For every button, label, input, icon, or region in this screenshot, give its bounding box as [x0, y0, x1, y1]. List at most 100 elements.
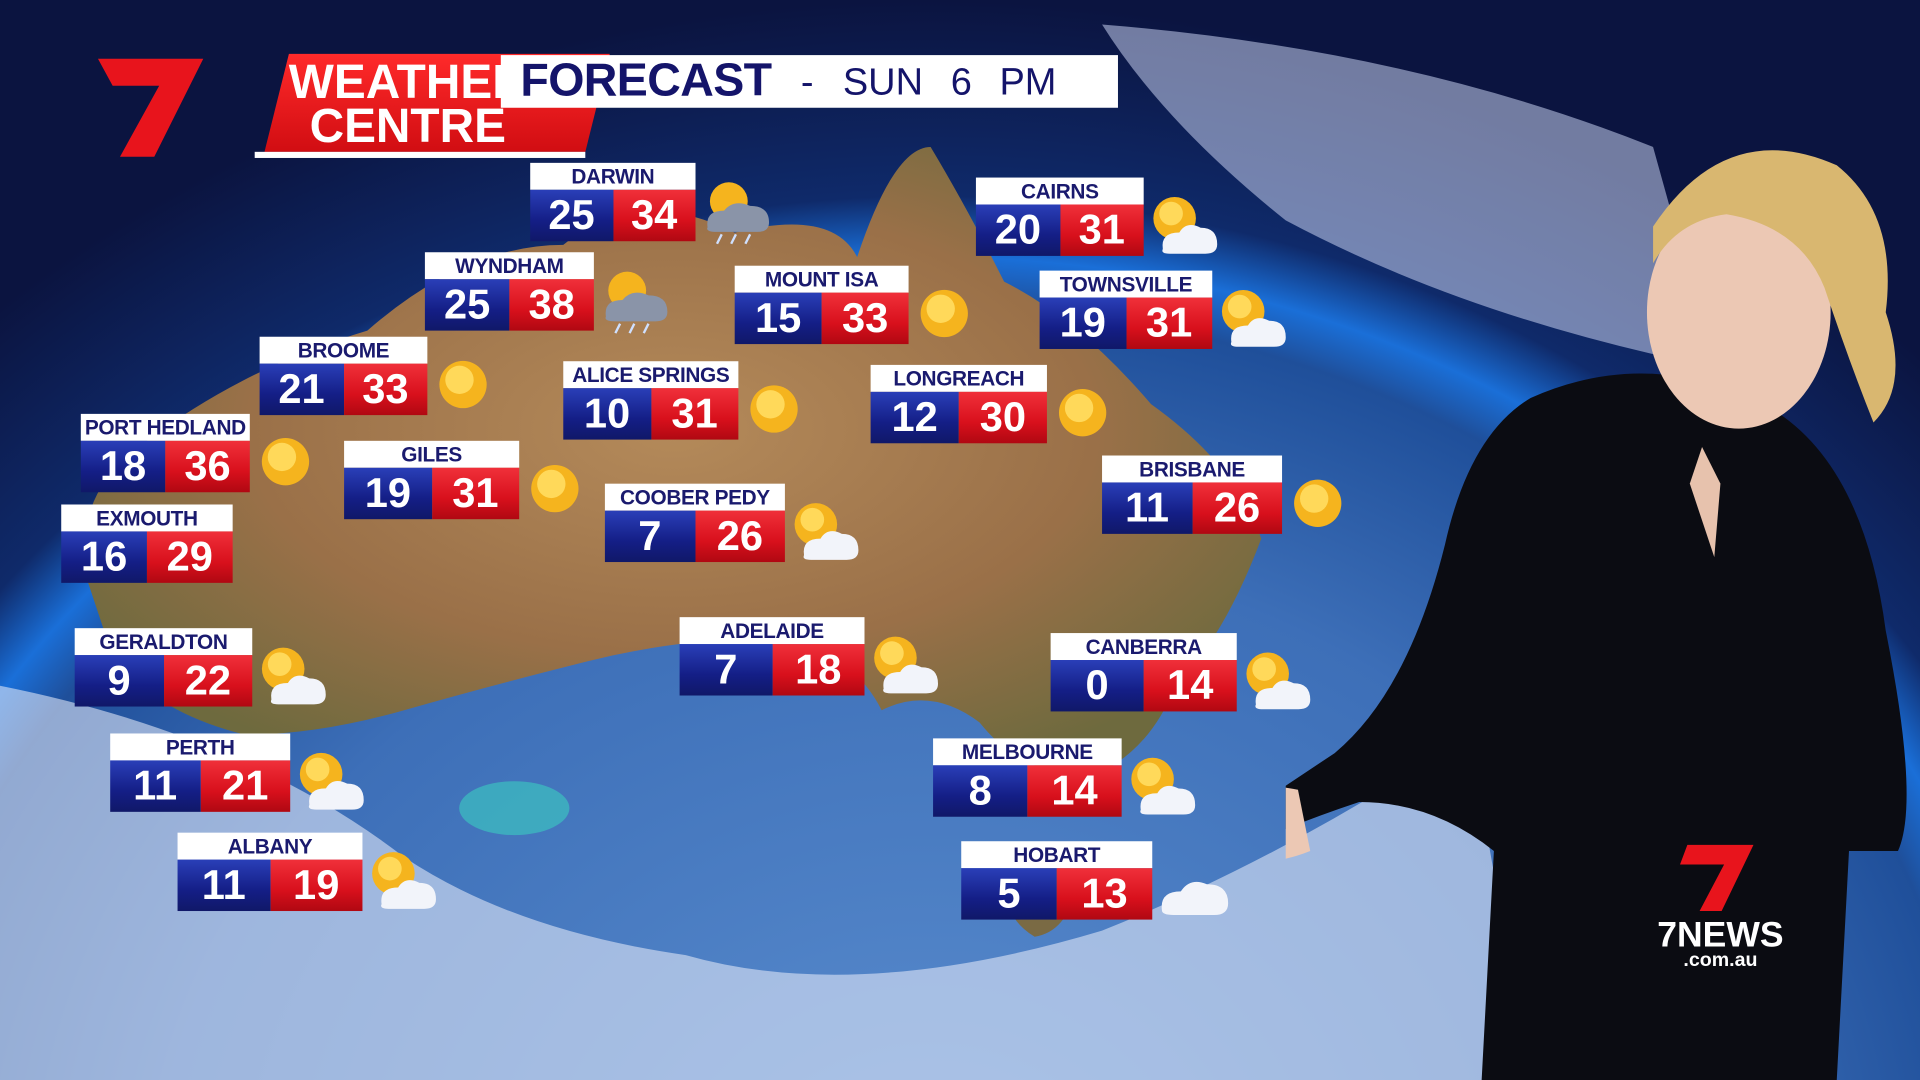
city-name: MOUNT ISA — [734, 265, 909, 293]
min-temp: 5 — [961, 868, 1057, 920]
min-temp: 11 — [177, 859, 271, 912]
city-name: MELBOURNE — [933, 738, 1122, 766]
city-name: CAIRNS — [975, 177, 1144, 205]
min-temp: 25 — [424, 279, 510, 331]
max-temp: 13 — [1056, 868, 1153, 920]
min-temp: 19 — [344, 467, 432, 520]
australia-landmass — [83, 146, 1262, 774]
logo-line1: WEATHER — [288, 56, 527, 109]
sun-icon — [750, 385, 798, 433]
sun-cloud-icon — [299, 752, 364, 810]
min-temp: 0 — [1050, 660, 1144, 712]
city-name: DARWIN — [530, 162, 696, 190]
max-temp: 31 — [431, 467, 520, 520]
city-hobart: HOBART 5 13 — [961, 841, 1153, 920]
header-separator: - — [800, 59, 814, 103]
city-name: BROOME — [259, 336, 428, 364]
max-temp: 14 — [1143, 660, 1237, 712]
sun-icon — [531, 464, 579, 513]
city-albany: ALBANY 11 19 — [177, 832, 363, 912]
city-perth: PERTH 11 21 — [110, 733, 291, 812]
max-temp: 36 — [165, 440, 250, 493]
city-name: ADELAIDE — [679, 617, 865, 645]
city-name: ALICE SPRINGS — [563, 361, 739, 389]
city-name: TOWNSVILLE — [1039, 270, 1213, 298]
city-name: PORT HEDLAND — [80, 413, 250, 441]
city-brisbane: BRISBANE 11 26 — [1102, 455, 1283, 534]
seven-news-icon — [1680, 844, 1754, 912]
city-mount-isa: MOUNT ISA 15 33 — [734, 265, 909, 345]
max-temp: 33 — [821, 292, 909, 345]
max-temp: 29 — [146, 531, 233, 583]
max-temp: 33 — [343, 363, 428, 416]
max-temp: 34 — [612, 189, 696, 242]
min-temp: 21 — [259, 363, 344, 416]
sun-icon — [1058, 389, 1107, 437]
storm-icon — [707, 182, 770, 245]
sun-cloud-icon — [372, 852, 436, 909]
city-melbourne: MELBOURNE 8 14 — [933, 738, 1122, 817]
max-temp: 21 — [200, 760, 291, 812]
channel-logo-text: 7NEWS — [1657, 915, 1784, 956]
city-name: GILES — [344, 440, 520, 468]
min-temp: 12 — [870, 391, 959, 444]
min-temp: 9 — [74, 655, 164, 707]
max-temp: 31 — [1059, 204, 1144, 256]
city-townsville: TOWNSVILLE 19 31 — [1039, 270, 1213, 349]
7news-logo: 7NEWS .com.au — [1641, 840, 1800, 975]
city-wyndham: WYNDHAM 25 38 — [424, 252, 594, 331]
city-name: HOBART — [961, 841, 1153, 869]
cloud-band-south — [0, 685, 1531, 1080]
city-name: BRISBANE — [1102, 455, 1283, 483]
min-temp: 10 — [563, 388, 651, 440]
min-temp: 16 — [61, 531, 147, 583]
cloud-icon — [1161, 881, 1229, 916]
city-name: EXMOUTH — [61, 504, 233, 532]
min-temp: 20 — [975, 204, 1060, 256]
sun-cloud-icon — [874, 636, 939, 694]
city-adelaide: ADELAIDE 7 18 — [679, 617, 865, 696]
min-temp: 18 — [80, 440, 166, 493]
city-canberra: CANBERRA 0 14 — [1050, 633, 1237, 712]
city-alice-springs: ALICE SPRINGS 10 31 — [563, 361, 739, 440]
city-geraldton: GERALDTON 9 22 — [74, 628, 253, 707]
min-temp: 11 — [110, 760, 201, 812]
city-name: GERALDTON — [74, 628, 253, 656]
sun-cloud-icon — [794, 503, 859, 560]
min-temp: 19 — [1039, 297, 1126, 349]
header-title: FORECAST — [520, 55, 772, 107]
city-darwin: DARWIN 25 34 — [530, 162, 696, 242]
min-temp: 11 — [1102, 482, 1193, 534]
city-name: PERTH — [110, 733, 291, 761]
sun-cloud-icon — [261, 647, 326, 705]
sun-icon — [1294, 479, 1342, 527]
city-port-hedland: PORT HEDLAND 18 36 — [80, 413, 250, 493]
sun-cloud-icon — [1153, 196, 1218, 254]
min-temp: 15 — [734, 292, 822, 345]
cloud-band — [1102, 24, 1715, 368]
sun-icon — [261, 438, 310, 486]
sun-cloud-icon — [1246, 652, 1311, 710]
city-name: CANBERRA — [1050, 633, 1237, 661]
min-temp: 25 — [530, 189, 613, 242]
min-temp: 7 — [679, 644, 773, 696]
logo-line2: CENTRE — [309, 100, 506, 154]
city-longreach: LONGREACH 12 30 — [870, 364, 1047, 444]
city-name: COOBER PEDY — [604, 483, 785, 511]
weather-centre-logo: WEATHER CENTRE — [96, 53, 610, 159]
min-temp: 7 — [604, 510, 695, 563]
city-coober-pedy: COOBER PEDY 7 26 — [604, 483, 785, 563]
max-temp: 26 — [694, 510, 785, 563]
max-temp: 30 — [958, 391, 1047, 444]
seven-logo-icon — [97, 58, 204, 157]
presenter — [1285, 150, 1907, 1080]
max-temp: 38 — [509, 279, 594, 331]
sun-icon — [439, 360, 487, 409]
max-temp: 19 — [270, 859, 363, 912]
max-temp: 22 — [163, 655, 253, 707]
city-name: LONGREACH — [870, 364, 1047, 392]
max-temp: 18 — [772, 644, 865, 696]
city-exmouth: EXMOUTH 16 29 — [61, 504, 233, 583]
